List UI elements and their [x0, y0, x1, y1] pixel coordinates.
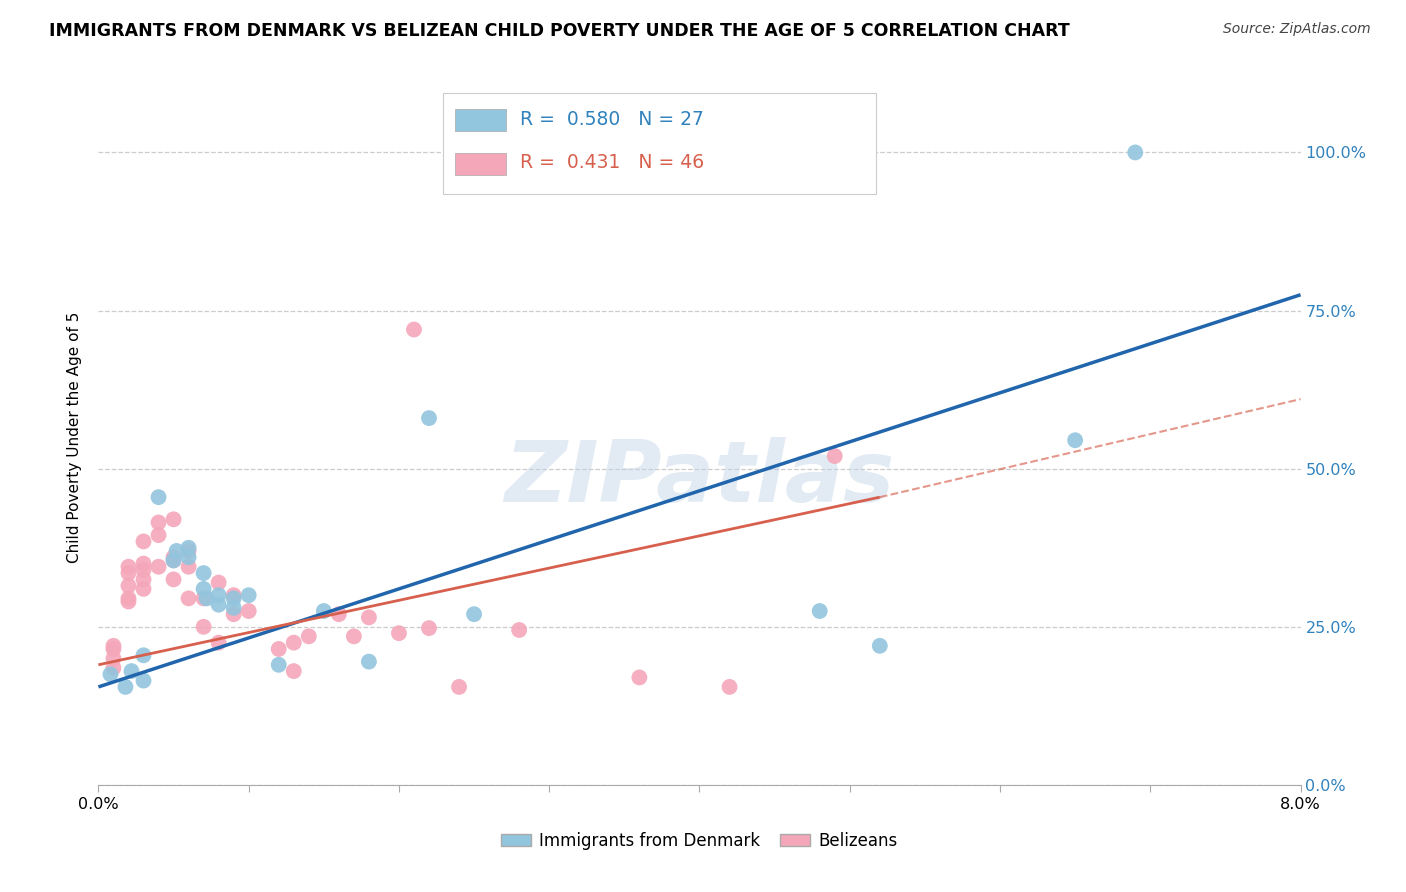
Point [103, 661, 125, 675]
Point [177, 550, 200, 565]
Point [463, 607, 485, 622]
Point [808, 604, 831, 618]
Y-axis label: Child Poverty Under the Age of 5: Child Poverty Under the Age of 5 [67, 311, 83, 563]
FancyBboxPatch shape [443, 93, 876, 194]
Point [117, 594, 139, 608]
Point [208, 588, 231, 602]
Point [148, 528, 170, 542]
Point [177, 544, 200, 558]
Point [238, 604, 260, 618]
Point [193, 582, 215, 596]
Point [222, 588, 245, 602]
Point [162, 512, 184, 526]
Point [283, 664, 305, 678]
Point [357, 655, 380, 669]
Point [628, 670, 651, 684]
Point [613, 152, 636, 166]
Point [238, 588, 260, 602]
Point [357, 610, 380, 624]
Point [117, 566, 139, 580]
Point [222, 591, 245, 606]
Point [148, 516, 170, 530]
Text: Source: ZipAtlas.com: Source: ZipAtlas.com [1223, 22, 1371, 37]
Point [117, 591, 139, 606]
Point [132, 582, 155, 596]
Point [195, 591, 218, 606]
Point [418, 621, 440, 635]
Point [132, 557, 155, 571]
FancyBboxPatch shape [456, 153, 506, 175]
Point [283, 635, 305, 649]
Point [148, 490, 170, 504]
Point [148, 559, 170, 574]
Point [193, 620, 215, 634]
Point [132, 648, 155, 663]
Point [222, 607, 245, 622]
Point [402, 322, 425, 336]
Legend: Immigrants from Denmark, Belizeans: Immigrants from Denmark, Belizeans [495, 825, 904, 856]
Point [824, 449, 846, 463]
Point [343, 629, 366, 643]
Point [100, 667, 122, 681]
Point [222, 600, 245, 615]
Point [132, 563, 155, 577]
Point [208, 575, 231, 590]
Point [103, 651, 125, 665]
Point [162, 573, 184, 587]
Point [114, 680, 136, 694]
Point [132, 534, 155, 549]
Point [267, 642, 290, 657]
Point [177, 541, 200, 555]
FancyBboxPatch shape [456, 109, 506, 131]
Point [208, 635, 231, 649]
Point [162, 550, 184, 565]
Point [298, 629, 321, 643]
Point [177, 591, 200, 606]
Point [193, 566, 215, 580]
Point [718, 680, 741, 694]
Point [103, 639, 125, 653]
Point [121, 664, 143, 678]
Text: R =  0.580   N = 27: R = 0.580 N = 27 [520, 110, 704, 128]
Text: R =  0.431   N = 46: R = 0.431 N = 46 [520, 153, 704, 172]
Text: IMMIGRANTS FROM DENMARK VS BELIZEAN CHILD POVERTY UNDER THE AGE OF 5 CORRELATION: IMMIGRANTS FROM DENMARK VS BELIZEAN CHIL… [49, 22, 1070, 40]
Point [132, 573, 155, 587]
Point [166, 544, 188, 558]
Point [267, 657, 290, 672]
Point [388, 626, 411, 640]
Point [162, 553, 184, 567]
Point [312, 604, 335, 618]
Point [1123, 145, 1146, 160]
Point [132, 673, 155, 688]
Point [117, 559, 139, 574]
Point [508, 623, 530, 637]
Point [208, 598, 231, 612]
Point [162, 553, 184, 567]
Point [447, 680, 470, 694]
Point [117, 579, 139, 593]
Point [869, 639, 891, 653]
Point [328, 607, 350, 622]
Text: ZIPatlas: ZIPatlas [505, 437, 894, 520]
Point [177, 559, 200, 574]
Point [193, 591, 215, 606]
Point [1064, 434, 1087, 448]
Point [418, 411, 440, 425]
Point [103, 642, 125, 657]
